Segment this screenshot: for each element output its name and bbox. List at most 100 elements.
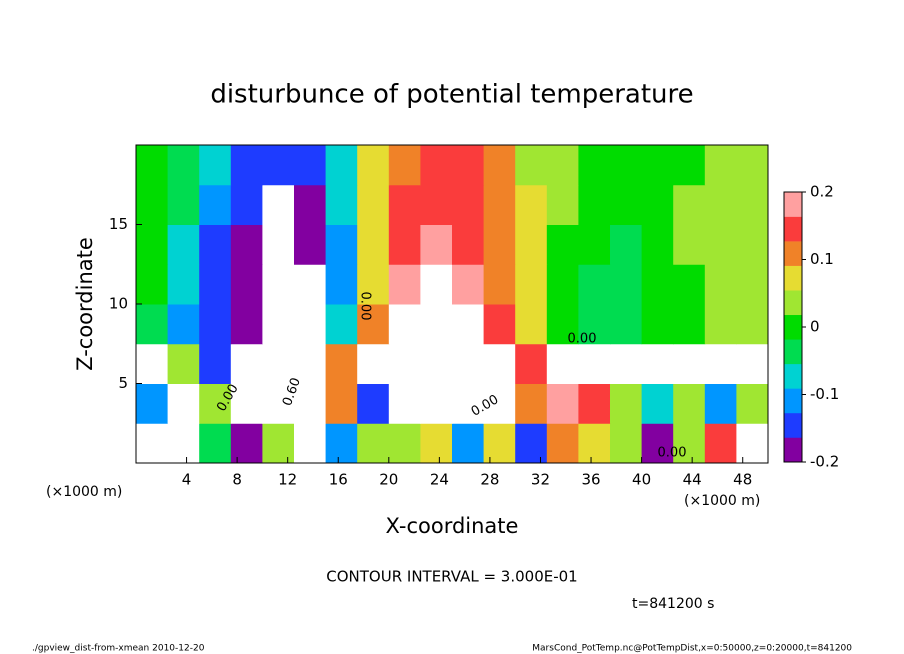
heat-cell — [294, 224, 327, 265]
heat-cell — [230, 383, 263, 424]
x-tick-label: 24 — [430, 471, 449, 489]
heat-cell — [262, 383, 295, 424]
heat-cell — [230, 224, 263, 265]
heat-cell — [736, 224, 769, 265]
heat-cell — [357, 184, 390, 225]
heat-cell — [167, 304, 200, 345]
heat-cell — [167, 145, 200, 186]
heat-cell — [578, 184, 611, 225]
heat-cell — [452, 224, 485, 265]
x-tick-label: 20 — [379, 471, 398, 489]
heat-cell — [294, 264, 327, 305]
heat-cell — [136, 343, 169, 384]
heat-cell — [420, 224, 453, 265]
heat-cell — [483, 224, 516, 265]
heat-cell — [388, 343, 421, 384]
colorbar-tick-label: -0.1 — [810, 385, 839, 403]
y-axis-label: Z-coordinate — [73, 237, 97, 371]
heat-cell — [704, 383, 737, 424]
heat-cell — [483, 145, 516, 186]
heat-cell — [515, 383, 548, 424]
colorbar-tick-label: -0.2 — [810, 453, 839, 471]
heat-cell — [420, 145, 453, 186]
heat-cell — [736, 264, 769, 305]
heat-cell — [641, 343, 674, 384]
heat-cell — [515, 184, 548, 225]
heat-cell — [262, 184, 295, 225]
heat-cell — [230, 343, 263, 384]
colorbar-swatch — [784, 437, 802, 463]
heat-cell — [167, 224, 200, 265]
heat-cell — [483, 304, 516, 345]
heat-cell — [388, 264, 421, 305]
x-tick-label: 16 — [329, 471, 348, 489]
heat-cell — [199, 423, 232, 464]
heat-cell — [199, 224, 232, 265]
colorbar-tick-label: 0.1 — [810, 250, 834, 268]
heat-cell — [420, 383, 453, 424]
heat-cell — [199, 184, 232, 225]
y-tick-label: 5 — [118, 374, 128, 392]
heat-cell — [357, 304, 390, 345]
x-tick-label: 40 — [632, 471, 651, 489]
heat-cell — [325, 304, 358, 345]
heat-cell — [325, 343, 358, 384]
heat-cell — [546, 145, 579, 186]
heat-cell — [641, 304, 674, 345]
heat-cell — [420, 343, 453, 384]
x-unit: (×1000 m) — [684, 493, 760, 509]
heat-cell — [262, 423, 295, 464]
time-label: t=841200 s — [632, 596, 714, 612]
heat-cell — [230, 184, 263, 225]
heat-cell — [136, 224, 169, 265]
heat-cell — [325, 184, 358, 225]
heat-cell — [420, 304, 453, 345]
heat-cell — [641, 423, 674, 464]
heat-cell — [199, 264, 232, 305]
heat-cell — [515, 304, 548, 345]
heat-cell — [199, 304, 232, 345]
heat-cell — [167, 184, 200, 225]
heat-cell — [388, 145, 421, 186]
heat-cell — [610, 304, 643, 345]
heat-cell — [704, 224, 737, 265]
heat-cell — [262, 224, 295, 265]
heat-cell — [641, 224, 674, 265]
heat-cell — [673, 224, 706, 265]
heat-cell — [230, 145, 263, 186]
heat-cell — [199, 145, 232, 186]
heat-cell — [136, 184, 169, 225]
x-tick-label: 32 — [531, 471, 550, 489]
x-unit: (×1000 m) — [46, 484, 122, 500]
heat-cell — [452, 184, 485, 225]
heat-cell — [736, 423, 769, 464]
heat-cell — [262, 145, 295, 186]
heat-cell — [546, 383, 579, 424]
contour-label: 0.00 — [658, 446, 687, 461]
colorbar-swatch — [784, 388, 802, 414]
heat-cell — [546, 423, 579, 464]
contour-label: 0.00 — [358, 292, 373, 321]
heat-cell — [610, 343, 643, 384]
heat-cell — [483, 343, 516, 384]
heat-cell — [230, 264, 263, 305]
heat-cell — [452, 304, 485, 345]
heat-cell — [578, 224, 611, 265]
heat-cell — [452, 343, 485, 384]
contour-label: 0.00 — [568, 332, 597, 347]
heat-cell — [704, 304, 737, 345]
heat-cell — [578, 423, 611, 464]
heat-cell — [325, 423, 358, 464]
heat-cell — [136, 304, 169, 345]
heat-cell — [515, 343, 548, 384]
colorbar-swatch — [784, 216, 802, 242]
heat-cell — [641, 264, 674, 305]
colorbar-swatch — [784, 363, 802, 389]
heat-cell — [167, 383, 200, 424]
heat-cell — [262, 264, 295, 305]
x-tick-label: 28 — [480, 471, 499, 489]
heat-cell — [610, 184, 643, 225]
heat-cell — [704, 264, 737, 305]
heat-cell — [641, 383, 674, 424]
